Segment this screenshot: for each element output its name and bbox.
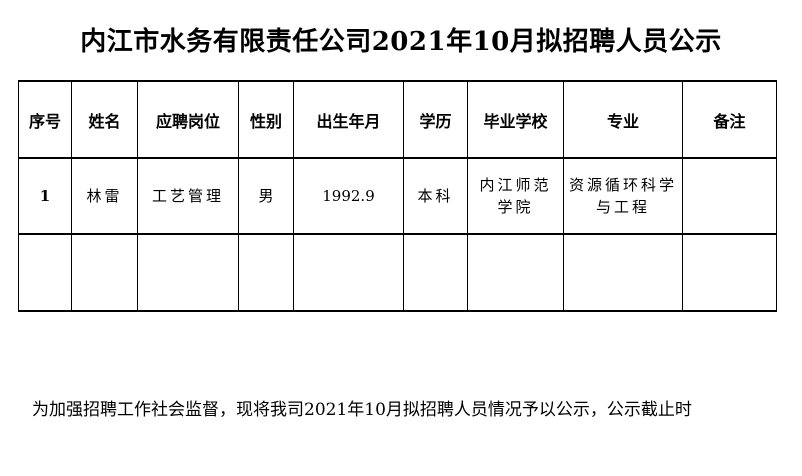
empty-cell	[71, 233, 138, 312]
col-header-birthdate: 出生年月	[293, 80, 404, 159]
table-row: 1 林雷 工艺管理 男 1992.9 本科 内江师范学院 资源循环科学与工程	[18, 157, 777, 235]
empty-cell	[238, 233, 294, 312]
cell-remarks	[682, 157, 777, 235]
empty-cell	[682, 233, 777, 312]
empty-cell	[563, 233, 683, 312]
cell-index: 1	[18, 157, 72, 235]
col-header-gender: 性别	[238, 80, 294, 159]
cell-position: 工艺管理	[137, 157, 239, 235]
notice-paragraph: 为加强招聘工作社会监督，现将我司2021年10月拟招聘人员情况予以公示，公示截止…	[4, 345, 798, 476]
empty-cell	[403, 233, 468, 312]
col-header-name: 姓名	[71, 80, 138, 159]
empty-cell	[137, 233, 239, 312]
empty-cell	[293, 233, 404, 312]
cell-education: 本科	[403, 157, 468, 235]
cell-birthdate: 1992.9	[293, 157, 404, 235]
table-row-empty	[18, 233, 777, 312]
notice-line: 为加强招聘工作社会监督，现将我司2021年10月拟招聘人员情况予以公示，公示截止…	[32, 400, 692, 420]
recruit-table: 序号 姓名 应聘岗位 性别 出生年月 学历 毕业学校 专业 备注 1 林雷 工艺…	[18, 80, 777, 312]
empty-cell	[467, 233, 564, 312]
col-header-major: 专业	[563, 80, 683, 159]
col-header-remarks: 备注	[682, 80, 777, 159]
cell-major: 资源循环科学与工程	[563, 157, 683, 235]
cell-gender: 男	[238, 157, 294, 235]
col-header-index: 序号	[18, 80, 72, 159]
col-header-education: 学历	[403, 80, 468, 159]
col-header-position: 应聘岗位	[137, 80, 239, 159]
col-header-school: 毕业学校	[467, 80, 564, 159]
page-title: 内江市水务有限责任公司2021年10月拟招聘人员公示	[80, 27, 722, 57]
empty-cell	[18, 233, 72, 312]
cell-school: 内江师范学院	[467, 157, 564, 235]
table-header-row: 序号 姓名 应聘岗位 性别 出生年月 学历 毕业学校 专业 备注	[18, 80, 777, 159]
cell-name: 林雷	[71, 157, 138, 235]
